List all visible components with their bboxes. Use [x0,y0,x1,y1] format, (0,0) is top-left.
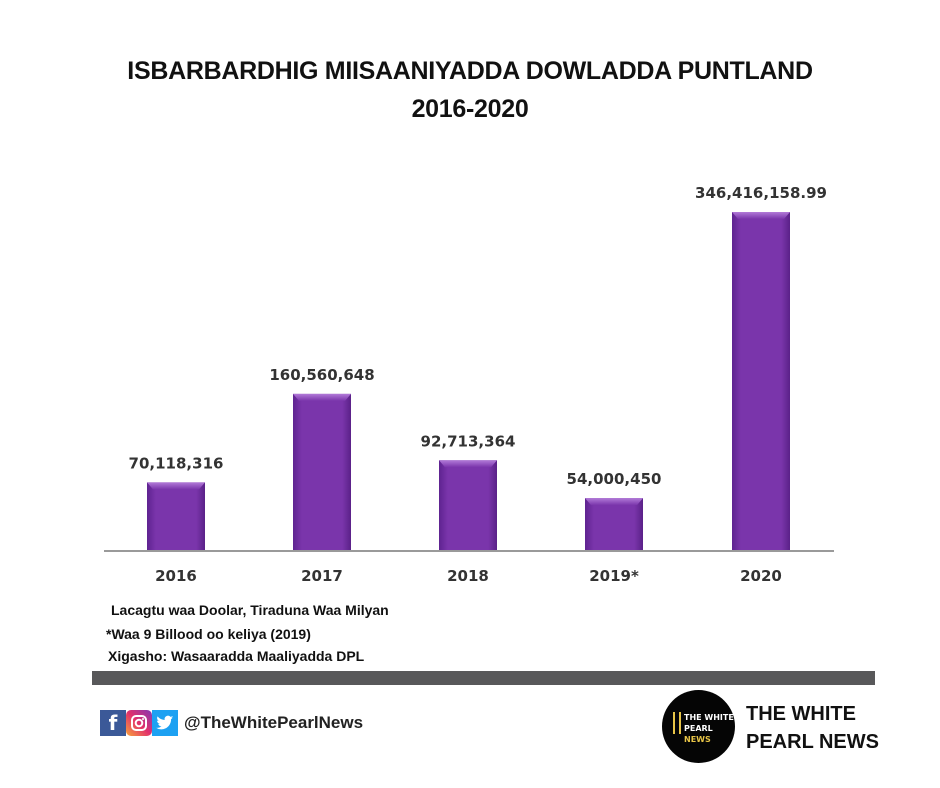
chart-title-line2: 2016-2020 [411,95,529,123]
value-label-2018: 92,713,364 [421,432,516,450]
bar-2017 [293,393,351,551]
social-links: f @TheWhitePearlNews [100,710,363,736]
x-tick-label-2019*: 2019* [589,567,639,585]
x-tick-label-2017: 2017 [301,567,343,585]
instagram-icon[interactable] [126,710,152,736]
x-tick-label-2020: 2020 [740,567,782,585]
bar-cap-2019* [585,498,643,506]
note-currency: Lacagtu waa Doolar, Tiraduna Waa Milyan [111,602,389,618]
chart-title-line1: ISBARBARDHIG MIISAANIYADDA DOWLADDA PUNT… [127,57,813,85]
bar-cap-2020 [732,212,790,219]
value-label-2017: 160,560,648 [269,366,374,384]
social-handle[interactable]: @TheWhitePearlNews [184,713,364,732]
logo-text-line1: THE WHITE [684,713,734,722]
logo-text-news: NEWS [684,735,711,744]
bar-2020 [732,212,790,551]
x-tick-label-2016: 2016 [155,567,197,585]
brand-name: THE WHITE PEARL NEWS [746,700,879,756]
x-tick-label-2018: 2018 [447,567,489,585]
bar-2018 [439,460,497,551]
brand-line2: PEARL NEWS [746,731,879,753]
bar-cap-2016 [147,482,205,490]
bar-2016 [147,482,205,551]
note-source: Xigasho: Wasaaradda Maaliyadda DPL [108,648,365,664]
bar-cap-2018 [439,460,497,468]
twitter-icon[interactable] [152,710,178,736]
white-pearl-logo: THE WHITE PEARL NEWS [662,690,735,763]
value-label-2019*: 54,000,450 [567,470,662,488]
value-label-2016: 70,118,316 [129,454,224,472]
logo-bars-icon [673,712,681,734]
divider-band [92,671,875,685]
value-label-2020: 346,416,158.99 [695,184,827,202]
bar-2019* [585,498,643,551]
logo-text-pearl: PEARL [684,724,713,733]
bar-chart: 70,118,316 2016 160,560,648 2017 92,713,364 2… [104,184,834,585]
brand-line1: THE WHITE [746,703,856,725]
bar-cap-2017 [293,393,351,401]
facebook-icon[interactable]: f [100,710,126,736]
note-2019: *Waa 9 Billood oo keliya (2019) [106,626,311,642]
